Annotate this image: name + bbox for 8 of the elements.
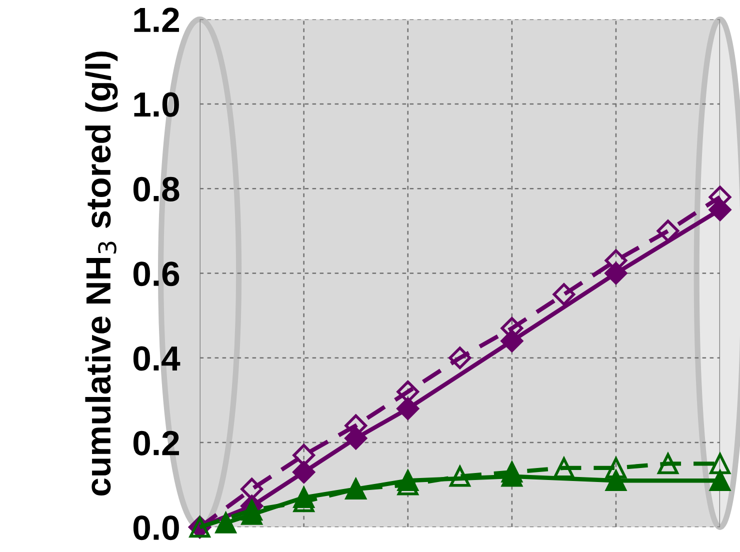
y-tick-label: 0.8 [133, 176, 180, 202]
y-tick-label: 0.2 [133, 430, 179, 456]
y-tick-label: 0.0 [133, 515, 179, 540]
y-tick-label: 0.4 [133, 346, 180, 371]
y-tick-label: 0.6 [133, 262, 180, 286]
y-tick-label: 1.2 [134, 8, 179, 32]
y-axis-title: cumulative NH$_{3}$ stored (g/l) [85, 52, 118, 496]
y-tick-label: 1.0 [134, 92, 179, 117]
